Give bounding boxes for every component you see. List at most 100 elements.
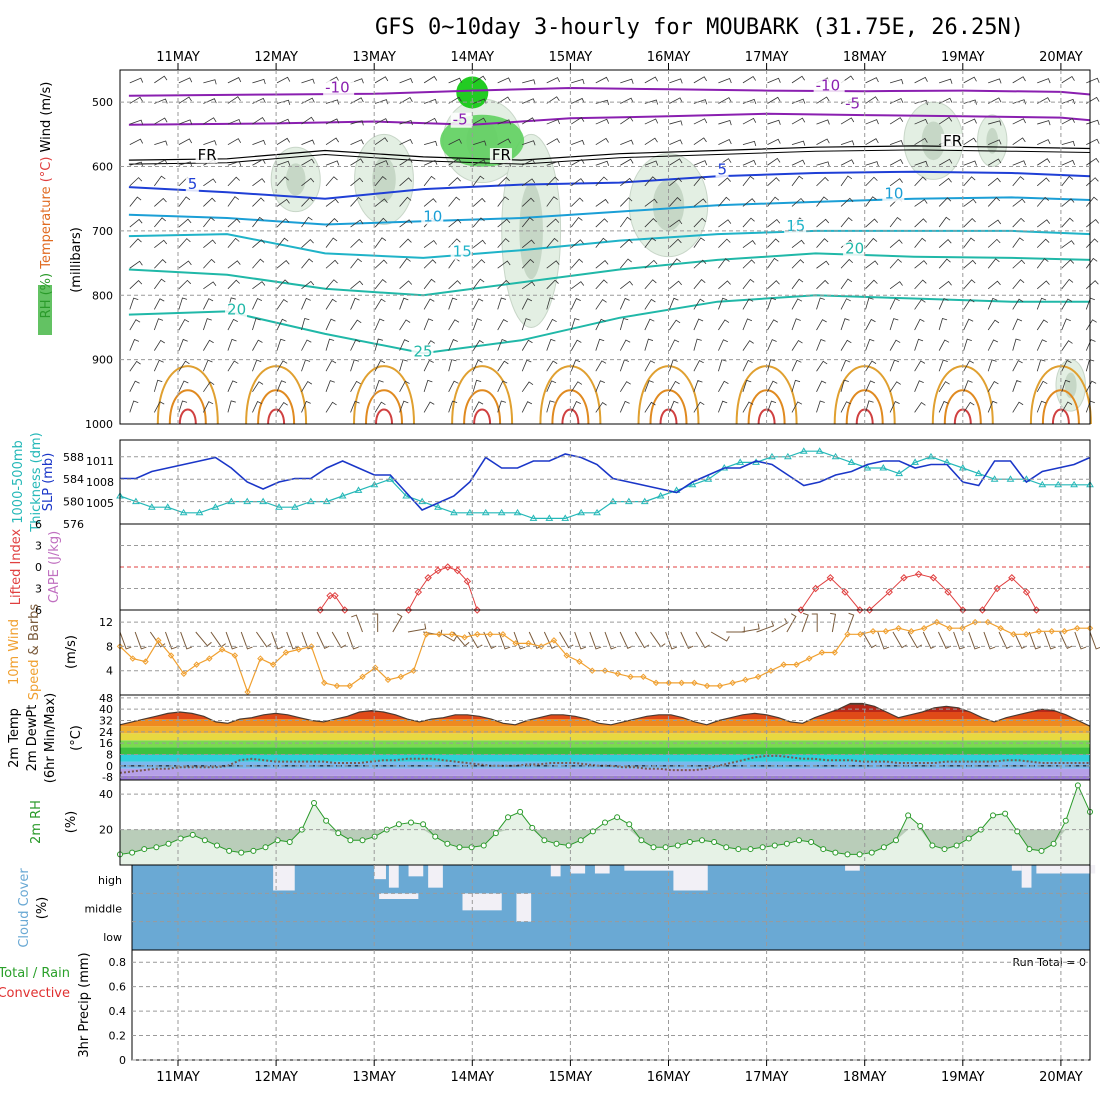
wind-barb xyxy=(472,197,486,207)
lifted-index-marker xyxy=(865,606,874,614)
wind-speed-marker xyxy=(959,625,966,632)
wind-barb xyxy=(276,137,291,146)
rh-marker xyxy=(444,840,451,847)
temperature-band xyxy=(120,768,1090,776)
wind-barb xyxy=(472,359,483,372)
wind-barb xyxy=(840,217,853,228)
slp-line xyxy=(120,453,1091,511)
wind-barb xyxy=(325,137,340,145)
ylabel-part: 3hr Precip (mm) xyxy=(77,952,92,1057)
wind-barb xyxy=(203,217,215,228)
wind-barb xyxy=(570,381,583,393)
wind-barb xyxy=(693,298,705,310)
rh-marker xyxy=(1002,810,1009,817)
cloud-gap xyxy=(428,865,443,888)
wind-speed-marker xyxy=(218,646,226,653)
lifted-index-marker xyxy=(811,584,820,593)
wind-barb xyxy=(423,298,435,310)
wind-barb xyxy=(816,338,826,351)
rh-marker xyxy=(323,817,330,824)
wind-barb xyxy=(1012,176,1025,187)
wind-barb xyxy=(423,359,434,372)
wind-barb xyxy=(178,338,188,351)
wind-barb xyxy=(497,297,507,310)
wind-speed-marker xyxy=(206,655,213,662)
cloud-gap xyxy=(408,865,424,877)
wind-barb xyxy=(816,138,830,146)
wind-barb xyxy=(595,137,609,146)
wind-barb xyxy=(644,118,659,125)
temperature-band xyxy=(120,712,1090,720)
date-label-top: 15MAY xyxy=(549,50,593,65)
lifted-index-line xyxy=(869,573,964,611)
wind-barb xyxy=(546,161,561,167)
wind-barb xyxy=(1012,360,1023,372)
isotherm-label-bg xyxy=(450,244,473,260)
ylabel-part: Temperature xyxy=(39,186,54,272)
wind-speed-marker xyxy=(703,682,711,690)
wind-barb xyxy=(644,298,656,310)
wind-barb xyxy=(767,380,778,393)
wind-barb xyxy=(988,97,1002,104)
wind-barb xyxy=(595,176,608,187)
wind-barb xyxy=(227,77,242,84)
ylabel-part: (%) xyxy=(64,811,79,834)
wind-barb xyxy=(399,238,412,248)
wind-speed-marker xyxy=(831,649,838,656)
wind-barb xyxy=(865,380,876,392)
wind-barb xyxy=(889,281,903,290)
date-label-bottom: 19MAY xyxy=(941,1070,985,1085)
wind-barb xyxy=(252,281,266,290)
lifted-index-marker xyxy=(826,574,835,582)
warm-isotherm xyxy=(156,365,219,425)
wind-barb xyxy=(350,97,364,104)
wind-barb xyxy=(350,280,364,290)
wind-barb xyxy=(718,280,731,290)
wind-barb xyxy=(301,116,315,125)
wind-speed-marker xyxy=(869,628,877,635)
wind-barb xyxy=(448,380,459,393)
ylabel-part: 2m Temp xyxy=(7,708,22,768)
wind-barb xyxy=(154,197,167,207)
wind-barb xyxy=(374,176,387,187)
rh-marker xyxy=(201,837,208,844)
rh-marker xyxy=(856,851,863,858)
rh-marker xyxy=(505,814,511,821)
wind-barb xyxy=(889,239,903,248)
isotherm-label-bg xyxy=(421,209,444,225)
isotherm-25 xyxy=(128,294,1091,355)
wind-barb xyxy=(620,239,633,248)
rh-marker xyxy=(226,847,233,854)
rh-marker xyxy=(783,840,790,847)
wind-barb xyxy=(595,76,610,84)
wind-barb xyxy=(255,631,272,648)
wind-barb xyxy=(1085,380,1097,393)
wind-barb xyxy=(1061,198,1075,207)
ylabel-part: 2m RH xyxy=(29,800,44,844)
temp-tick-label: 32 xyxy=(99,715,113,728)
wind-speed-marker xyxy=(193,661,200,668)
ylabel-part: (%) xyxy=(35,897,50,920)
ylabel-part: SLP (mb) xyxy=(41,453,56,512)
rh-marker xyxy=(905,812,912,819)
isotherm-label: 15 xyxy=(786,217,805,235)
isotherm-label-bg xyxy=(195,148,218,164)
isotherm-label-bg xyxy=(882,186,905,202)
wind-barb xyxy=(301,78,315,84)
wind-barb xyxy=(634,631,650,649)
warm-isotherm xyxy=(375,408,394,425)
temp-tick-label: 0 xyxy=(106,760,113,773)
wind-barb xyxy=(644,176,657,187)
wind-barb xyxy=(1086,77,1100,84)
thickness-marker xyxy=(465,508,474,516)
rh-marker xyxy=(165,840,172,847)
wind-barb xyxy=(816,96,830,104)
warm-isotherm xyxy=(747,389,786,425)
wind-speed-marker xyxy=(231,652,239,659)
wind-barb xyxy=(325,198,339,207)
wind-barb xyxy=(350,177,364,187)
date-label-bottom: 12MAY xyxy=(254,1070,298,1085)
y-tick-label: 700 xyxy=(92,225,113,238)
thickness-marker xyxy=(815,447,824,454)
wind-barb xyxy=(1061,217,1074,228)
